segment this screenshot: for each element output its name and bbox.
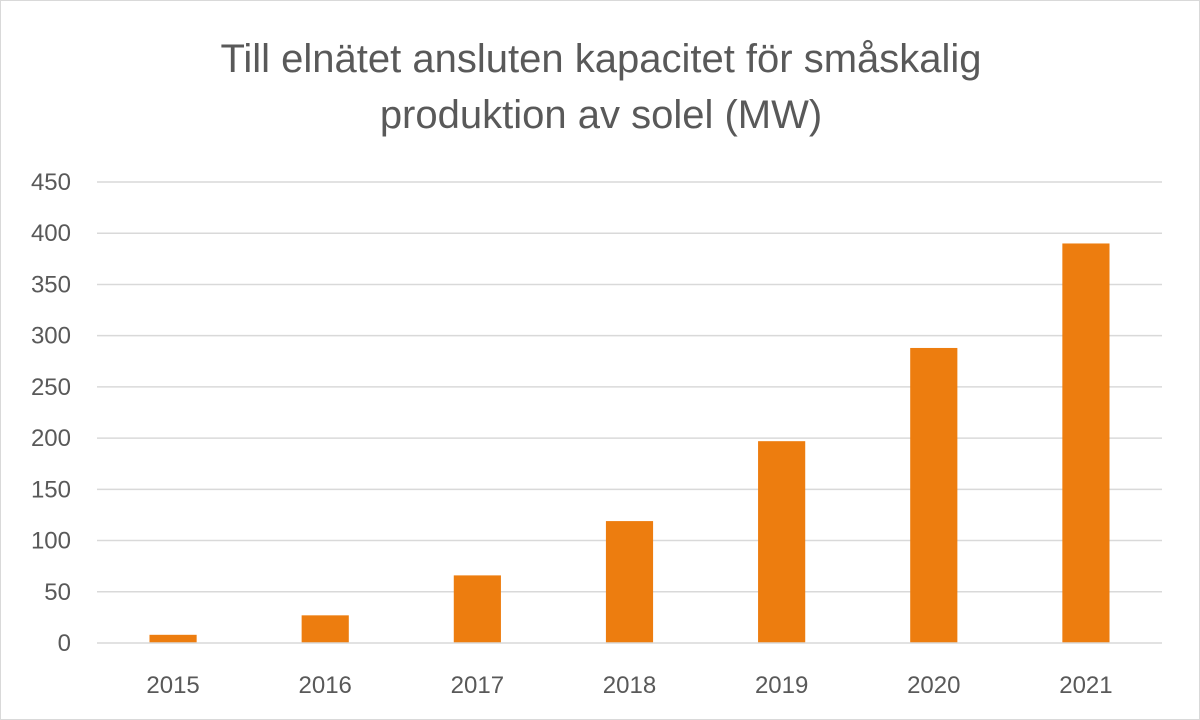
y-tick-label-100: 100 [31,528,71,555]
bar-2021 [1062,243,1110,643]
y-tick-label-0: 0 [58,630,71,657]
bar-2017 [453,575,501,643]
x-tick-label-2015: 2015 [146,672,199,699]
x-tick-label-2020: 2020 [907,672,960,699]
y-tick-label-400: 400 [31,220,71,247]
chart-title-line-1: Till elnätet ansluten kapacitet för smås… [220,37,982,81]
y-tick-label-350: 350 [31,271,71,298]
bar-2020 [910,347,958,643]
y-tick-label-300: 300 [31,323,71,350]
bar-2018 [605,521,654,643]
x-tick-label-2019: 2019 [755,672,808,699]
bar-2015 [149,634,197,643]
chart-title: Till elnätet ansluten kapacitet för smås… [101,31,1101,143]
x-axis-ticks: 2015 2016 2017 2018 2019 2020 2021 [146,672,1112,699]
bars [149,243,1110,643]
y-tick-label-200: 200 [31,425,71,452]
bar-2019 [758,441,806,643]
y-tick-label-450: 450 [31,169,71,196]
x-tick-label-2021: 2021 [1059,672,1112,699]
x-tick-label-2016: 2016 [299,672,352,699]
y-tick-label-50: 50 [44,579,71,606]
x-tick-label-2017: 2017 [451,672,504,699]
chart-title-line-2: produktion av solel (MW) [379,93,823,137]
grid-lines [97,181,1162,593]
x-tick-label-2018: 2018 [603,672,656,699]
y-axis-ticks: 0 50 100 150 200 250 300 350 400 450 [31,169,71,657]
bar-2016 [301,615,349,643]
y-tick-label-250: 250 [31,374,71,401]
y-tick-label-150: 150 [31,476,71,503]
